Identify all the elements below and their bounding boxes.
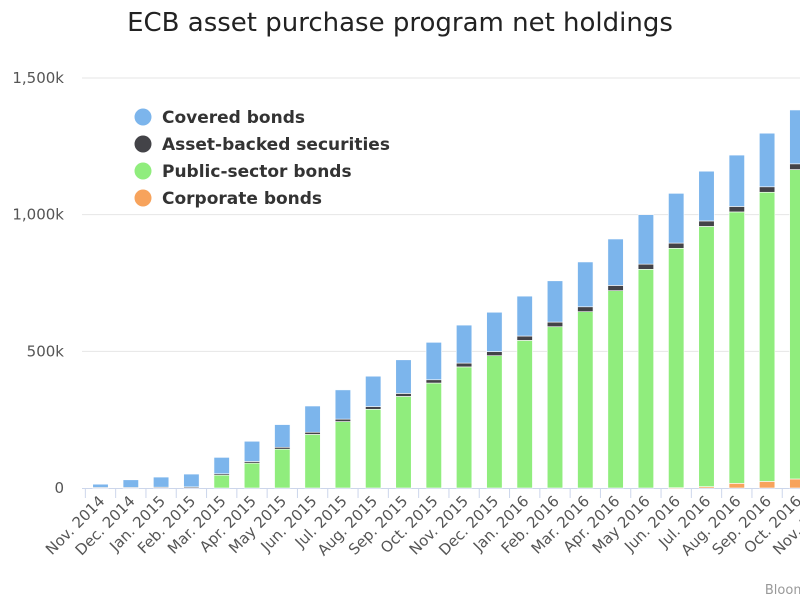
bar-segment-asset-backed-securities	[577, 306, 594, 312]
bar-segment-asset-backed-securities	[607, 285, 624, 291]
bar-segment-covered-bonds	[274, 424, 291, 448]
chart-title: ECB asset purchase program net holdings	[127, 8, 673, 38]
bar-segment-covered-bonds	[668, 193, 685, 244]
bar-segment-public-sector-bonds	[668, 247, 685, 489]
y-tick-label: 500k	[27, 342, 65, 360]
bar-segment-public-sector-bonds	[486, 355, 503, 489]
bar-segment-corporate-bonds	[728, 483, 745, 489]
bar-segment-public-sector-bonds	[395, 396, 412, 489]
source-note: Bloom	[764, 583, 800, 598]
bar-segment-public-sector-bonds	[728, 211, 745, 484]
bar-segment-asset-backed-securities	[546, 321, 564, 328]
bar-segment-asset-backed-securities	[637, 263, 654, 270]
bar-segment-public-sector-bonds	[243, 462, 261, 489]
bar-segment-asset-backed-securities	[456, 362, 473, 368]
legend-label: Covered bonds	[162, 108, 305, 128]
bar-segment-covered-bonds	[92, 483, 109, 488]
legend-marker	[134, 135, 152, 153]
bar-segment-public-sector-bonds	[637, 269, 654, 489]
bar-segment-public-sector-bonds	[304, 434, 321, 489]
bar-segment-public-sector-bonds	[334, 421, 351, 489]
bar-segment-public-sector-bonds	[698, 226, 715, 487]
bar-segment-covered-bonds	[516, 295, 533, 337]
bar-segment-public-sector-bonds	[365, 408, 382, 489]
bar-segment-public-sector-bonds	[607, 290, 624, 489]
y-tick-label: 1,000k	[12, 206, 64, 224]
y-tick-label: 0	[54, 479, 64, 497]
bar-segment-public-sector-bonds	[456, 366, 473, 489]
bar-segment-asset-backed-securities	[425, 379, 442, 384]
bar-segment-public-sector-bonds	[425, 382, 442, 489]
y-tick-label: 1,500k	[12, 69, 64, 87]
bar-segment-public-sector-bonds	[274, 448, 291, 489]
bar-segment-covered-bonds	[153, 476, 170, 488]
bar-segment-public-sector-bonds	[759, 191, 776, 482]
bar-segment-asset-backed-securities	[728, 206, 745, 213]
bar-segment-asset-backed-securities	[668, 242, 685, 249]
bar-segment-covered-bonds	[395, 359, 412, 394]
bar-segment-public-sector-bonds	[516, 340, 533, 489]
bar-segment-covered-bonds	[425, 342, 442, 381]
bar-segment-public-sector-bonds	[789, 169, 800, 480]
bar-segment-covered-bonds	[243, 440, 261, 462]
bar-segment-covered-bonds	[365, 375, 382, 407]
y-axis-ticks: 0 500k 1,000k 1,500k	[12, 69, 64, 497]
bar-segment-covered-bonds	[546, 280, 564, 323]
bar-segment-covered-bonds	[183, 473, 200, 488]
bar-segment-covered-bonds	[456, 324, 473, 364]
bar-segment-covered-bonds	[728, 154, 745, 207]
legend: Covered bonds Asset-backed securities Publ…	[134, 108, 390, 209]
bar-segment-public-sector-bonds	[546, 326, 564, 489]
bar-segment-covered-bonds	[698, 170, 715, 222]
bar-segment-covered-bonds	[759, 132, 776, 188]
bar-segment-asset-backed-securities	[698, 220, 715, 227]
bar-segment-asset-backed-securities	[304, 431, 321, 435]
legend-marker	[134, 108, 152, 126]
bar-segment-covered-bonds	[213, 457, 230, 475]
bar-segment-asset-backed-securities	[365, 406, 382, 410]
bar-segment-covered-bonds	[789, 109, 800, 165]
bar-segment-covered-bonds	[334, 389, 351, 420]
legend-marker	[134, 162, 152, 180]
bar-segment-covered-bonds	[577, 261, 594, 308]
bar-segment-covered-bonds	[607, 238, 624, 286]
bar-segment-covered-bonds	[122, 479, 139, 488]
legend-label: Corporate bonds	[162, 189, 322, 209]
bar-segment-public-sector-bonds	[577, 311, 594, 489]
bar-segment-corporate-bonds	[789, 478, 800, 489]
legend-label: Asset-backed securities	[162, 135, 390, 155]
bar-segment-asset-backed-securities	[516, 335, 533, 341]
bar-segment-covered-bonds	[637, 214, 654, 265]
bar-segment-asset-backed-securities	[759, 186, 776, 193]
legend-label: Public-sector bonds	[162, 162, 352, 182]
bar-segment-covered-bonds	[304, 405, 321, 433]
bar-segment-asset-backed-securities	[334, 418, 351, 422]
bar-segment-asset-backed-securities	[395, 393, 412, 397]
bar-segment-public-sector-bonds	[213, 474, 230, 489]
bar-segment-asset-backed-securities	[789, 163, 800, 170]
bars	[92, 109, 800, 489]
legend-marker	[134, 189, 152, 207]
bar-segment-asset-backed-securities	[486, 351, 503, 357]
bar-segment-covered-bonds	[486, 311, 503, 352]
bar-segment-corporate-bonds	[759, 481, 776, 489]
